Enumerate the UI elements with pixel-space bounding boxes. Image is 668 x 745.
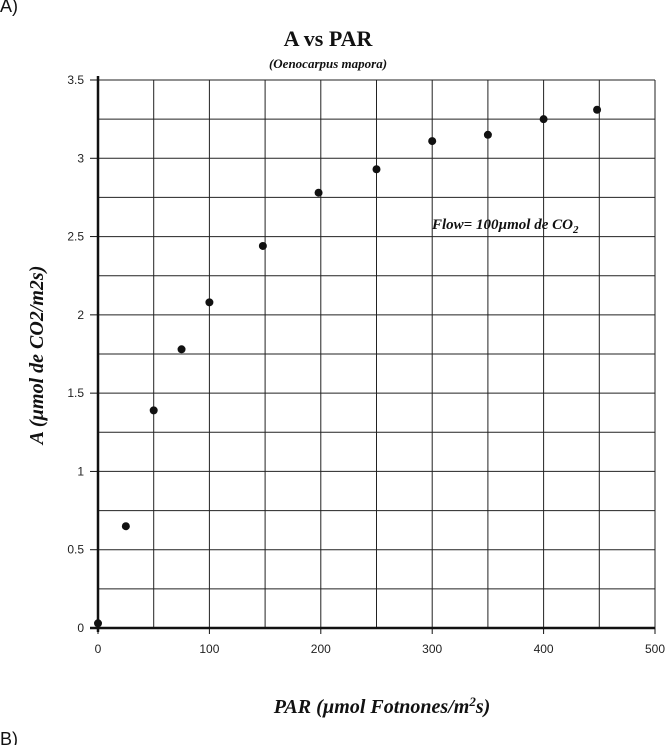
y-tick-label: 2.5	[67, 230, 84, 244]
data-point	[483, 130, 492, 139]
data-point	[177, 345, 186, 354]
x-tick-label: 500	[645, 642, 665, 656]
data-point	[149, 406, 158, 415]
data-point	[258, 241, 267, 250]
y-tick-label: 0	[77, 621, 84, 635]
x-axis-label-main: PAR (µmol Fotnones/m	[273, 696, 470, 718]
y-tick-label: 3	[77, 151, 84, 165]
x-tick-labels: 0 100 200 300 400 500	[95, 642, 666, 656]
grid-lines	[98, 79, 656, 628]
chart-subtitle: (Oenocarpus mapora)	[269, 56, 387, 71]
y-tick-labels: 0 0.5 1 1.5 2 2.5 3 3.5	[67, 73, 84, 635]
axes	[90, 76, 656, 634]
x-tick-label: 0	[95, 642, 102, 656]
data-point	[428, 137, 437, 146]
x-axis-label-superscript: 2	[468, 694, 476, 709]
annotation-flow: Flow= 100µmol de CO2	[431, 217, 579, 236]
x-axis-label-end: s)	[475, 696, 490, 718]
data-point	[94, 619, 102, 628]
data-point	[372, 165, 381, 174]
y-tick-label: 3.5	[67, 73, 84, 87]
data-points	[94, 105, 602, 628]
data-point	[314, 188, 323, 197]
x-tick-label: 100	[199, 642, 219, 656]
data-point	[593, 105, 602, 114]
x-axis-label: PAR (µmol Fotnones/m2s)	[273, 694, 491, 718]
annotation-subscript: 2	[572, 224, 579, 236]
y-tick-label: 1.5	[67, 386, 84, 400]
data-point	[121, 522, 130, 531]
data-point	[205, 298, 214, 307]
y-tick-label: 1	[77, 464, 84, 478]
y-tick-label: 2	[77, 308, 84, 322]
annotation-main: Flow= 100µmol de CO	[431, 217, 573, 233]
y-axis-label: A (µmol de CO2/m2s)	[26, 266, 48, 447]
x-tick-label: 300	[422, 642, 442, 656]
panel-label-a: A)	[0, 0, 18, 16]
data-point	[539, 115, 548, 124]
x-tick-label: 400	[534, 642, 554, 656]
panel-label-b: B)	[0, 729, 18, 745]
y-tick-label: 0.5	[67, 543, 84, 557]
chart-title: A vs PAR	[284, 26, 374, 51]
x-tick-label: 200	[311, 642, 331, 656]
